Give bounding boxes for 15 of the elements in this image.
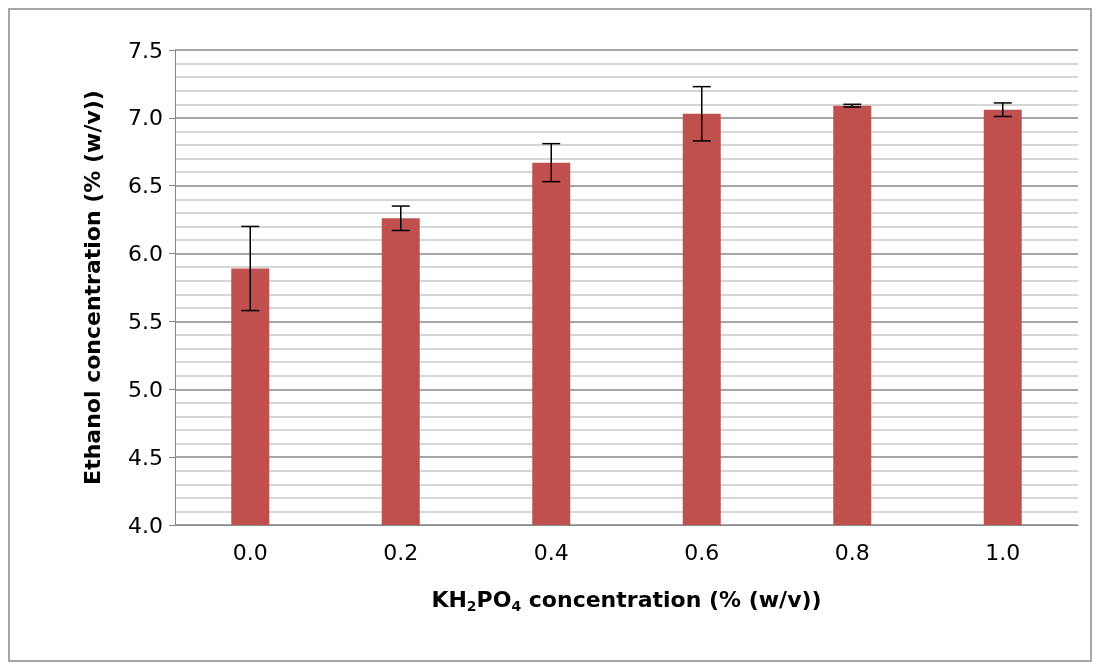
y-tick-label: 4.0 bbox=[128, 512, 163, 538]
y-tick-label: 4.5 bbox=[128, 444, 163, 470]
y-tick-label: 5.0 bbox=[128, 376, 163, 402]
x-tick-label: 0.0 bbox=[232, 539, 268, 565]
y-tick-label: 6.5 bbox=[128, 173, 163, 199]
x-tick-label: 0.8 bbox=[834, 539, 870, 565]
x-tick-label: 1.0 bbox=[985, 539, 1021, 565]
y-tick-label: 7.0 bbox=[128, 105, 163, 131]
x-tick-label: 0.6 bbox=[684, 539, 720, 565]
x-tick-label: 0.2 bbox=[383, 539, 419, 565]
y-axis-title: Ethanol concentration (% (w/v)) bbox=[79, 90, 105, 485]
x-tick-label: 0.4 bbox=[533, 539, 569, 565]
y-tick-label: 6.0 bbox=[128, 241, 163, 267]
y-tick-label: 7.5 bbox=[128, 37, 163, 63]
y-tick-label: 5.5 bbox=[128, 308, 163, 334]
